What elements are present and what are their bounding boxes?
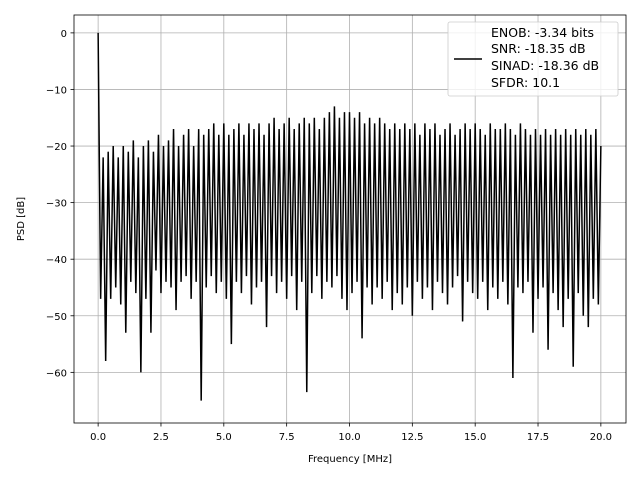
x-tick-label: 0.0 <box>90 432 106 443</box>
y-tick-label: −40 <box>46 255 67 266</box>
x-tick-label: 10.0 <box>338 432 360 443</box>
psd-series-line <box>97 32 602 401</box>
y-tick-label: −30 <box>46 199 67 210</box>
x-tick-label: 5.0 <box>216 432 232 443</box>
x-tick-label: 7.5 <box>279 432 295 443</box>
y-tick-label: −10 <box>46 85 67 96</box>
y-axis-label: PSD [dB] <box>16 197 27 241</box>
legend: ENOB: -3.34 bits SNR: -18.35 dB SINAD: -… <box>447 21 619 97</box>
legend-snr: SNR: -18.35 dB <box>491 41 586 56</box>
y-tick-label: −50 <box>46 312 67 323</box>
x-axis: 0.0 2.5 5.0 7.5 10.0 12.5 15.0 17.5 20.0 <box>90 423 612 443</box>
x-tick-label: 17.5 <box>527 432 549 443</box>
legend-box <box>447 21 619 97</box>
legend-sfdr: SFDR: 10.1 <box>491 75 560 90</box>
legend-enob: ENOB: -3.34 bits <box>491 25 594 40</box>
y-axis: 0 −10 −20 −30 −40 −50 −60 <box>46 29 74 379</box>
x-tick-label: 2.5 <box>153 432 169 443</box>
plot-area <box>97 32 602 401</box>
y-tick-label: −20 <box>46 142 67 153</box>
x-tick-label: 12.5 <box>401 432 423 443</box>
x-tick-label: 15.0 <box>464 432 486 443</box>
x-axis-label: Frequency [MHz] <box>308 454 392 465</box>
y-tick-label: −60 <box>46 368 67 379</box>
legend-sinad: SINAD: -18.36 dB <box>491 58 599 73</box>
x-tick-label: 20.0 <box>590 432 612 443</box>
axes-frame <box>73 14 627 424</box>
y-tick-label: 0 <box>61 29 67 40</box>
